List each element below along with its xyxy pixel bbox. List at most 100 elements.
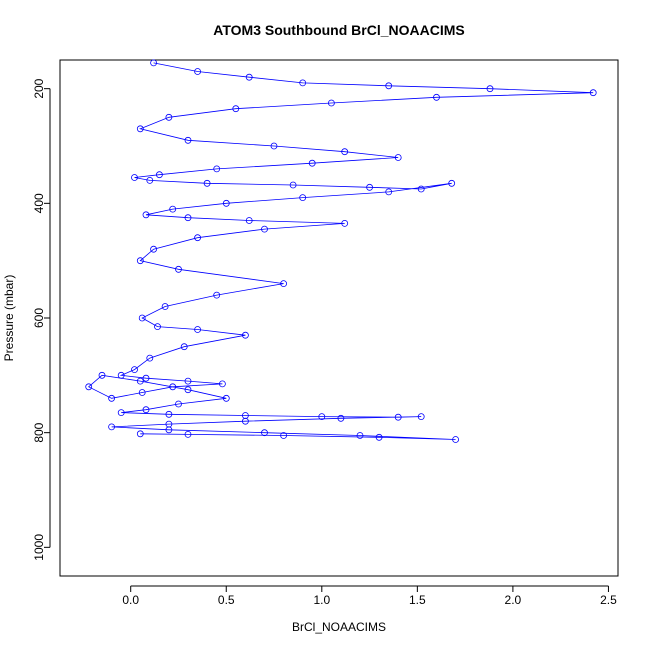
data-point	[184, 430, 192, 438]
data-point	[318, 413, 326, 421]
data-point	[85, 383, 93, 391]
data-point	[375, 433, 383, 441]
data-point	[142, 211, 150, 219]
data-point	[175, 400, 182, 408]
data-point	[169, 383, 177, 391]
y-axis-label: Pressure (mbar)	[2, 275, 16, 362]
y-tick-label: 600	[32, 308, 46, 328]
data-point	[136, 430, 144, 438]
chart-title: ATOM3 Southbound BrCl_NOAACIMS	[213, 22, 464, 38]
y-tick-label: 400	[32, 193, 46, 213]
y-axis: 200 400 600 800 1000	[32, 78, 51, 561]
y-tick-label: 800	[32, 422, 46, 442]
data-point	[222, 394, 230, 402]
data-point	[366, 183, 374, 191]
data-point	[341, 219, 349, 227]
data-point	[417, 185, 425, 193]
data-point	[150, 245, 158, 253]
data-point	[417, 413, 425, 421]
data-point	[289, 181, 297, 189]
x-tick-label: 2.5	[600, 593, 617, 607]
data-point	[241, 331, 249, 339]
data-point	[280, 280, 288, 288]
data-point	[142, 374, 150, 382]
data-point	[184, 136, 192, 144]
data-point	[136, 377, 144, 385]
data-point	[385, 82, 393, 90]
x-tick-label: 2.0	[505, 593, 522, 607]
data-point	[138, 389, 146, 396]
data-point	[194, 68, 202, 75]
data-point	[131, 366, 138, 374]
data-point	[194, 326, 202, 333]
data-point	[161, 303, 169, 310]
data-point	[222, 199, 230, 207]
data-point	[448, 179, 456, 187]
data-point	[394, 154, 402, 161]
data-point	[341, 148, 349, 156]
x-tick-label: 1.5	[409, 593, 426, 607]
series-layer	[85, 59, 597, 443]
data-point	[241, 417, 249, 425]
data-point	[327, 99, 335, 107]
x-tick-label: 0.5	[218, 593, 235, 607]
data-point	[232, 105, 240, 113]
data-point	[169, 205, 177, 213]
data-point	[165, 410, 173, 418]
x-axis-label: BrCl_NOAACIMS	[292, 620, 386, 634]
data-point	[385, 188, 393, 196]
y-tick-label: 1000	[32, 534, 46, 561]
data-point	[356, 432, 364, 439]
data-point	[138, 314, 146, 322]
data-point	[165, 426, 173, 434]
series-line	[87, 62, 594, 440]
data-point	[337, 414, 345, 422]
data-point	[203, 179, 211, 187]
data-point	[180, 343, 188, 351]
x-tick-label: 0.0	[122, 593, 139, 607]
data-point	[184, 377, 192, 385]
data-point	[108, 394, 115, 402]
x-axis: 0.0 0.5 1.0 1.5 2.0 2.5	[122, 585, 617, 607]
data-point	[213, 165, 221, 173]
data-point	[117, 371, 125, 379]
data-point	[136, 125, 144, 133]
data-point	[146, 176, 154, 184]
x-tick-label: 1.0	[313, 593, 330, 607]
data-point	[213, 291, 221, 299]
data-point	[245, 73, 253, 81]
data-point	[433, 93, 440, 101]
data-point	[299, 79, 307, 87]
data-point	[165, 113, 173, 121]
data-point	[108, 423, 115, 431]
data-point	[589, 89, 597, 97]
data-point	[98, 371, 106, 379]
data-point	[184, 214, 192, 222]
y-tick-label: 200	[32, 78, 46, 98]
data-point	[117, 409, 125, 417]
data-point	[136, 257, 144, 265]
data-point	[175, 265, 182, 273]
data-point	[486, 85, 494, 93]
data-point	[299, 194, 307, 202]
data-point	[261, 429, 268, 437]
data-point	[270, 142, 278, 150]
data-point	[150, 59, 158, 67]
data-point	[261, 225, 268, 233]
data-point	[155, 171, 163, 179]
data-point	[194, 234, 202, 242]
data-point	[308, 159, 316, 167]
data-point	[218, 380, 226, 388]
plot-frame	[59, 59, 619, 577]
data-point	[184, 386, 192, 394]
data-point	[146, 354, 154, 362]
data-point	[131, 174, 138, 181]
data-point	[245, 217, 253, 224]
data-point	[142, 406, 150, 414]
data-point	[394, 413, 402, 421]
data-point	[154, 323, 161, 331]
data-point	[452, 436, 460, 443]
data-point	[280, 432, 288, 439]
